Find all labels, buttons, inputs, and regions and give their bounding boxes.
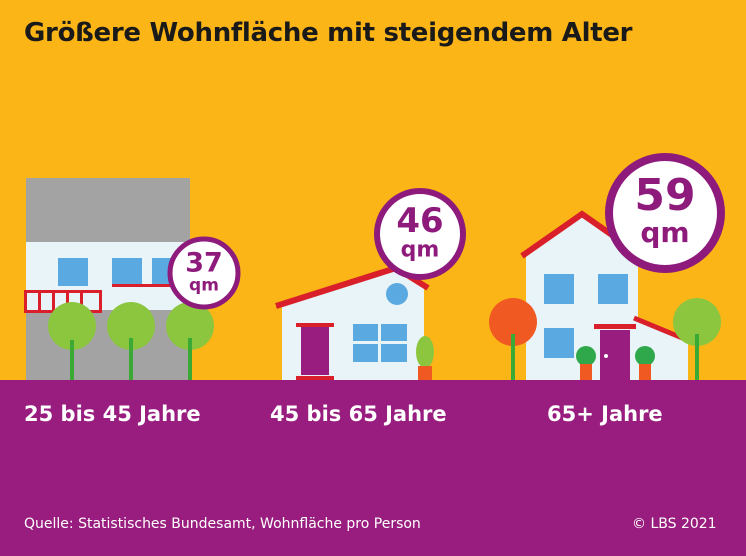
data-label: 59 — [634, 170, 695, 221]
tree-icon — [166, 302, 214, 380]
data-label: 37 — [185, 247, 223, 278]
house-icon — [275, 264, 434, 380]
category-label: 65+ Jahre — [547, 402, 663, 426]
chart-title: Größere Wohnfläche mit steigendem Alter — [24, 18, 633, 48]
copyright: © LBS 2021 — [632, 516, 717, 532]
value-bubble — [605, 153, 725, 273]
tree-icon — [673, 298, 721, 380]
unit-label: qm — [401, 237, 440, 262]
unit-label: qm — [640, 216, 689, 249]
value-bubble — [167, 236, 241, 310]
category-label: 45 bis 65 Jahre — [270, 402, 447, 426]
tree-icon — [107, 302, 155, 380]
category-label: 25 bis 45 Jahre — [24, 402, 201, 426]
value-bubble — [374, 188, 466, 280]
ground-band — [0, 380, 746, 556]
tree-icon — [48, 302, 96, 380]
data-label: 46 — [396, 201, 443, 241]
tree-icon — [489, 298, 537, 380]
unit-label: qm — [189, 276, 219, 296]
source-note: Quelle: Statistisches Bundesamt, Wohnflä… — [24, 516, 421, 532]
apartment-building-icon — [24, 178, 190, 380]
